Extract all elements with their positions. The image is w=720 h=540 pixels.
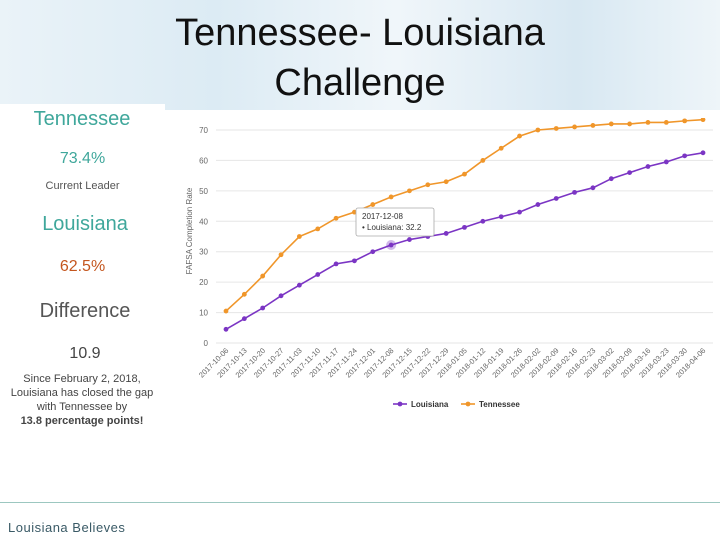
- louisiana-point[interactable]: [296, 282, 302, 288]
- louisiana-point[interactable]: [590, 185, 596, 191]
- tennessee-point[interactable]: [553, 126, 559, 131]
- footer-brand: Louisiana Believes: [8, 520, 126, 535]
- title-line-1: Tennessee- Louisiana: [175, 12, 545, 54]
- footer-divider: [0, 502, 720, 503]
- tennessee-point[interactable]: [296, 234, 302, 239]
- tennessee-point[interactable]: [443, 179, 449, 185]
- highlighted-point: [386, 240, 397, 251]
- tennessee-label: Tennessee: [33, 108, 131, 130]
- tennessee-point[interactable]: [700, 118, 706, 123]
- chart-series: [223, 118, 706, 332]
- louisiana-point[interactable]: [462, 224, 467, 230]
- y-tick-label: 20: [199, 278, 208, 287]
- tennessee-point[interactable]: [608, 121, 614, 127]
- legend-item-louisiana[interactable]: Louisiana: [393, 400, 449, 409]
- y-tick-label: 60: [199, 156, 208, 165]
- legend-marker: [465, 401, 471, 407]
- tooltip-date: 2017-12-08: [362, 212, 403, 221]
- louisiana-point[interactable]: [663, 159, 669, 165]
- tennessee-point[interactable]: [333, 215, 339, 221]
- y-axis-ticks: 0 10 20 30 40 50 60 70: [199, 126, 208, 348]
- louisiana-point[interactable]: [572, 189, 577, 195]
- louisiana-point[interactable]: [700, 150, 706, 156]
- stats-panel: [0, 104, 165, 434]
- tennessee-point[interactable]: [223, 308, 229, 314]
- tennessee-point[interactable]: [278, 252, 284, 258]
- tennessee-point[interactable]: [315, 226, 321, 232]
- tooltip-value: • Louisiana: 32.2: [362, 223, 422, 232]
- tennessee-percent: 73.4%: [59, 150, 106, 167]
- legend-marker: [397, 401, 403, 407]
- tennessee-point[interactable]: [645, 119, 651, 125]
- tennessee-point[interactable]: [241, 291, 247, 297]
- chart-grid: [216, 129, 713, 344]
- louisiana-point[interactable]: [370, 249, 376, 255]
- difference-label: Difference: [39, 300, 131, 322]
- louisiana-point[interactable]: [498, 214, 504, 220]
- tennessee-point[interactable]: [590, 123, 596, 128]
- louisiana-label: Louisiana: [42, 213, 128, 235]
- y-tick-label: 50: [199, 187, 208, 196]
- louisiana-point[interactable]: [608, 176, 614, 182]
- tennessee-point[interactable]: [517, 133, 522, 139]
- y-tick-label: 40: [199, 217, 208, 226]
- gap-note-line-4: 13.8 percentage points!: [20, 415, 144, 427]
- louisiana-point[interactable]: [517, 209, 522, 215]
- tennessee-point[interactable]: [425, 182, 431, 188]
- tennessee-point[interactable]: [480, 158, 486, 163]
- tennessee-point[interactable]: [663, 119, 669, 125]
- difference-value: 10.9: [69, 345, 101, 362]
- legend-label: Louisiana: [411, 400, 449, 409]
- gap-note-line-2: Louisiana has closed the gap: [10, 387, 154, 399]
- louisiana-point[interactable]: [388, 242, 394, 248]
- louisiana-point[interactable]: [223, 326, 229, 332]
- x-axis-ticks: 2017-10-062017-10-132017-10-202017-10-27…: [197, 346, 707, 379]
- tennessee-point[interactable]: [388, 194, 394, 200]
- gap-note: Since February 2, 2018, Louisiana has cl…: [0, 372, 172, 428]
- slide-title: Tennessee- Louisiana Challenge: [110, 8, 610, 108]
- tennessee-point[interactable]: [407, 188, 412, 194]
- louisiana-point[interactable]: [315, 272, 321, 277]
- louisiana-point[interactable]: [682, 153, 688, 159]
- louisiana-point[interactable]: [627, 170, 633, 175]
- chart-tooltip: 2017-12-08 • Louisiana: 32.2: [355, 207, 435, 237]
- tennessee-point[interactable]: [260, 273, 266, 279]
- louisiana-point[interactable]: [407, 237, 412, 242]
- louisiana-point[interactable]: [443, 231, 449, 236]
- legend-label: Tennessee: [479, 400, 520, 409]
- gap-note-line-1: Since February 2, 2018,: [23, 373, 141, 385]
- gap-note-line-3: with Tennessee by: [36, 401, 128, 413]
- y-tick-label: 30: [199, 248, 208, 257]
- louisiana-point[interactable]: [241, 316, 247, 322]
- y-tick-label: 10: [199, 309, 208, 318]
- louisiana-point[interactable]: [333, 261, 339, 267]
- louisiana-point[interactable]: [260, 305, 266, 311]
- legend-item-tennessee[interactable]: Tennessee: [461, 400, 520, 409]
- y-axis-label: FAFSA Completion Rate: [185, 187, 194, 274]
- y-tick-label: 0: [204, 339, 209, 348]
- y-tick-label: 70: [199, 126, 208, 135]
- louisiana-point[interactable]: [553, 196, 559, 201]
- tennessee-point[interactable]: [682, 118, 688, 124]
- tennessee-point[interactable]: [572, 124, 577, 130]
- louisiana-point[interactable]: [352, 258, 357, 264]
- tennessee-point[interactable]: [462, 171, 467, 177]
- louisiana-line: [225, 152, 704, 330]
- louisiana-point[interactable]: [645, 164, 651, 169]
- louisiana-point[interactable]: [480, 218, 486, 224]
- chart-legend[interactable]: Louisiana Tennessee: [393, 400, 520, 409]
- tennessee-point[interactable]: [627, 121, 633, 127]
- title-line-2: Challenge: [274, 62, 446, 104]
- tennessee-point[interactable]: [370, 202, 376, 207]
- header-background: [0, 0, 720, 110]
- louisiana-point[interactable]: [535, 202, 541, 207]
- line-chart: 0 10 20 30 40 50 60 70 2017-10-062017-10-132017…: [185, 118, 713, 409]
- louisiana-point[interactable]: [278, 293, 284, 299]
- current-leader-label: Current Leader: [45, 180, 120, 192]
- tennessee-point[interactable]: [498, 145, 504, 151]
- tennessee-point[interactable]: [535, 127, 541, 133]
- louisiana-percent: 62.5%: [59, 258, 106, 275]
